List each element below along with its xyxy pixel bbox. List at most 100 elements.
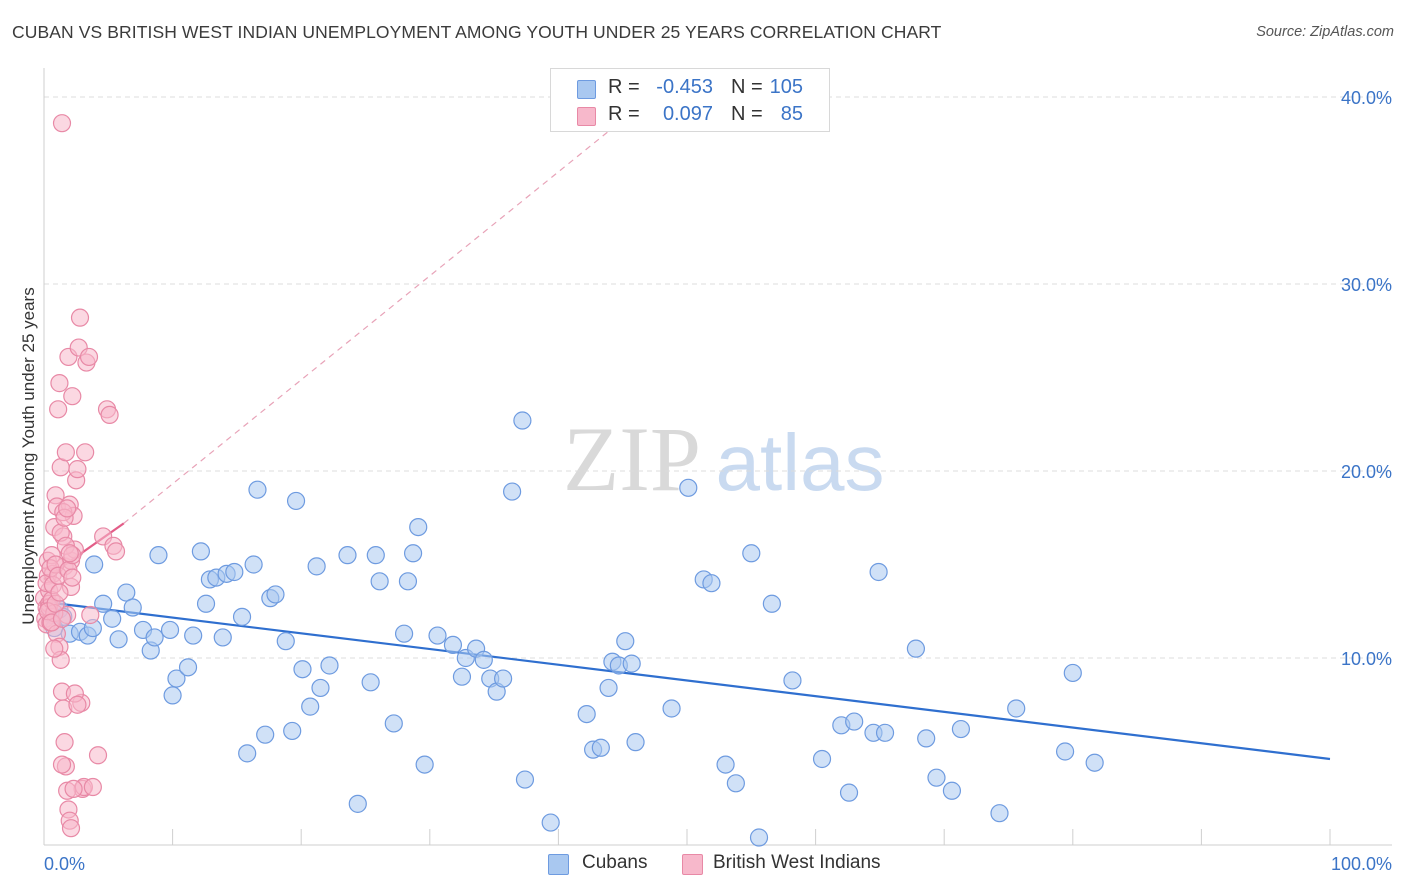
legend-r-value: -0.453 [656, 76, 713, 98]
point-british-west-indians [63, 568, 82, 587]
point-british-west-indians [83, 777, 102, 797]
point-cubans [577, 704, 596, 724]
point-cubans [951, 719, 971, 739]
axes [43, 68, 1392, 846]
point-cubans [869, 562, 888, 582]
point-british-west-indians [61, 819, 81, 838]
point-cubans [338, 546, 357, 565]
point-cubans [679, 478, 698, 497]
point-cubans [749, 828, 769, 847]
point-cubans [145, 628, 164, 647]
point-cubans [85, 555, 104, 574]
point-cubans [845, 712, 864, 731]
point-british-west-indians [76, 443, 95, 462]
point-british-west-indians [50, 583, 69, 602]
point-cubans [452, 667, 472, 686]
point-cubans [149, 546, 168, 565]
point-cubans [403, 544, 423, 563]
point-cubans [286, 491, 306, 511]
point-cubans [117, 583, 136, 602]
point-cubans [917, 729, 936, 748]
point-cubans [716, 755, 735, 774]
point-cubans [626, 733, 645, 752]
point-cubans [366, 546, 385, 565]
series-legend-label-cubans: Cubans [582, 852, 648, 873]
y-tick-label: 20.0% [1341, 462, 1392, 482]
legend-row-british-west-indians: R = 0.097 N = 85 [551, 102, 829, 128]
point-cubans [361, 673, 380, 692]
point-british-west-indians [60, 544, 79, 563]
point-cubans [244, 555, 263, 574]
legend-n-label: N = [731, 76, 763, 98]
point-cubans [1055, 742, 1075, 761]
point-cubans [513, 411, 532, 430]
point-british-west-indians [58, 499, 77, 518]
point-cubans [276, 632, 295, 651]
point-cubans [1063, 663, 1082, 683]
series-legend-swatch-cubans [548, 854, 569, 875]
legend-n-label: N = [731, 103, 763, 125]
point-cubans [293, 660, 312, 679]
point-cubans [428, 626, 447, 645]
point-cubans [307, 557, 326, 576]
point-british-west-indians [49, 400, 68, 419]
point-cubans [839, 783, 859, 802]
point-cubans [256, 725, 275, 744]
point-cubans [311, 678, 330, 698]
series-legend-swatch-british-west-indians [682, 854, 703, 875]
legend-swatch-cubans [577, 80, 596, 99]
point-cubans [726, 774, 745, 793]
point-british-west-indians [52, 755, 72, 774]
watermark: ZIP atlas [563, 408, 884, 510]
legend-r-label: R = [608, 76, 640, 98]
point-cubans [616, 632, 635, 651]
trendline-cubans [43, 600, 1331, 761]
point-british-west-indians [68, 695, 87, 714]
point-cubans [906, 639, 926, 658]
point-cubans [927, 768, 946, 787]
point-cubans [443, 635, 463, 655]
point-cubans [167, 669, 186, 688]
y-tick-label: 30.0% [1341, 275, 1392, 295]
legend-row-cubans: R = -0.453 N = 105 [551, 75, 829, 101]
point-british-west-indians [106, 542, 126, 561]
point-british-west-indians [64, 779, 83, 799]
point-cubans [622, 654, 641, 673]
point-british-west-indians [79, 347, 99, 367]
point-cubans [541, 813, 560, 832]
point-british-west-indians [55, 733, 74, 752]
legend-swatch-british-west-indians [577, 107, 596, 126]
point-british-west-indians [52, 114, 72, 133]
point-cubans [599, 678, 618, 698]
point-cubans [178, 658, 198, 677]
source-credit: Source: ZipAtlas.com [1256, 24, 1394, 40]
point-cubans [184, 626, 203, 645]
point-cubans [812, 749, 832, 769]
point-cubans [398, 572, 418, 591]
x-tick-label: 0.0% [44, 854, 85, 874]
point-cubans [942, 781, 962, 800]
point-cubans [213, 628, 232, 647]
point-cubans [283, 721, 302, 741]
legend-n-value: 105 [769, 76, 803, 98]
point-cubans [494, 669, 513, 688]
correlation-legend: R = -0.453 N = 105 R = 0.097 N = 85 [550, 68, 830, 132]
point-cubans [238, 744, 257, 763]
chart-title: CUBAN VS BRITISH WEST INDIAN UNEMPLOYMEN… [12, 22, 942, 42]
point-cubans [163, 686, 182, 705]
x-tick-label: 100.0% [1331, 854, 1392, 874]
point-cubans [875, 723, 895, 742]
point-cubans [742, 544, 761, 563]
point-cubans [196, 594, 216, 613]
point-cubans [384, 714, 403, 733]
point-cubans [370, 572, 389, 591]
point-british-west-indians [56, 443, 75, 462]
point-cubans [702, 574, 721, 593]
point-cubans [94, 594, 113, 613]
series-legend: Cubans British West Indians [548, 852, 908, 876]
point-cubans [248, 480, 267, 499]
point-british-west-indians [63, 387, 82, 406]
gridlines [44, 96, 1392, 659]
point-british-west-indians [81, 605, 100, 625]
